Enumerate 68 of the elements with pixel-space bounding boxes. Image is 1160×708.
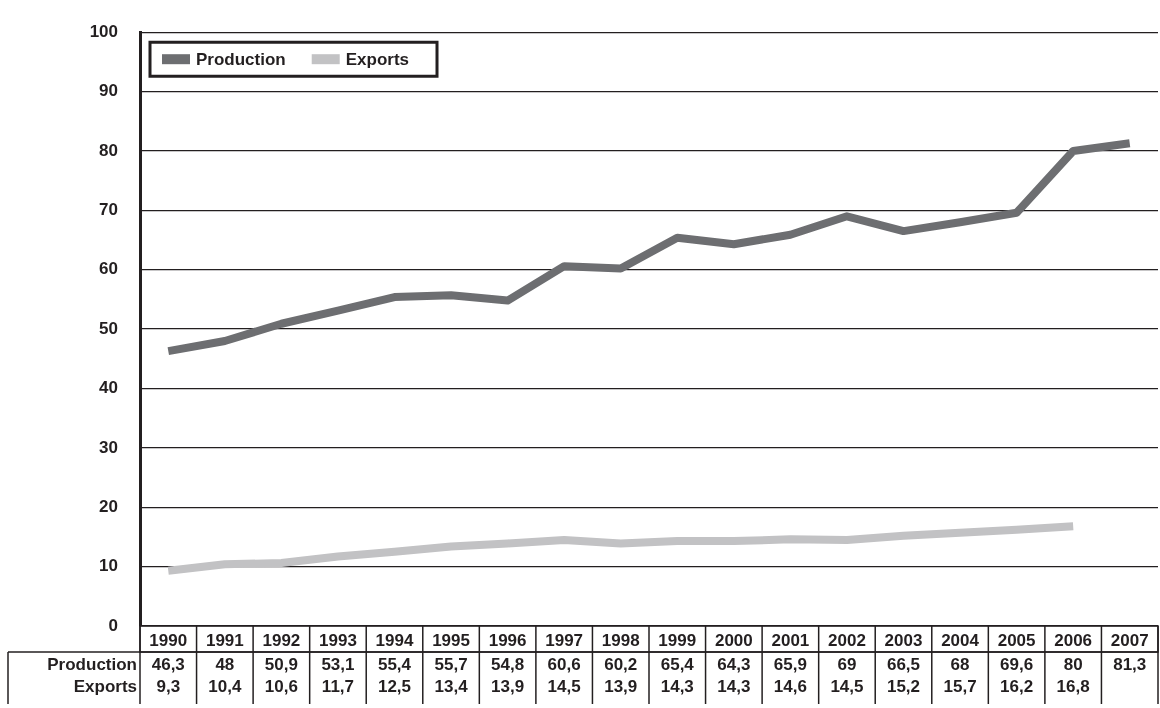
data-label: 10,6 bbox=[264, 676, 298, 696]
legend-label: Production bbox=[196, 49, 286, 69]
data-label: 13,4 bbox=[434, 676, 469, 696]
data-label: 80 bbox=[1063, 654, 1083, 674]
data-label: 53,1 bbox=[321, 654, 355, 674]
data-label: 15,2 bbox=[886, 676, 921, 696]
data-label: 64,3 bbox=[717, 654, 751, 674]
y-tick-label: 70 bbox=[99, 200, 118, 220]
x-tick-label: 1997 bbox=[545, 630, 584, 650]
x-tick-label: 1998 bbox=[601, 630, 640, 650]
data-label: 66,5 bbox=[886, 654, 921, 674]
x-tick-label: 2007 bbox=[1110, 630, 1149, 650]
y-tick-label: 50 bbox=[99, 318, 118, 338]
data-label: 14,5 bbox=[547, 676, 581, 696]
data-label: 46,3 bbox=[151, 654, 185, 674]
legend-label: Exports bbox=[345, 49, 410, 69]
data-label: 9,3 bbox=[156, 676, 181, 696]
y-tick-label: 0 bbox=[108, 615, 118, 635]
y-tick-label: 10 bbox=[99, 556, 118, 576]
data-label: 14,6 bbox=[773, 676, 807, 696]
data-label: 16,2 bbox=[1000, 676, 1034, 696]
data-label: 69 bbox=[837, 654, 857, 674]
x-tick-label: 1993 bbox=[319, 630, 357, 650]
data-label: 48 bbox=[215, 654, 235, 674]
y-tick-label: 80 bbox=[99, 140, 118, 160]
data-label: 81,3 bbox=[1113, 654, 1147, 674]
data-label: 65,4 bbox=[660, 654, 695, 674]
data-label: 14,5 bbox=[830, 676, 864, 696]
y-tick-label: 20 bbox=[99, 496, 118, 516]
data-label: 16,8 bbox=[1056, 676, 1090, 696]
y-tick-label: 30 bbox=[99, 437, 118, 457]
data-label: 69,6 bbox=[1000, 654, 1034, 674]
data-label: 14,3 bbox=[660, 676, 694, 696]
data-label: 55,7 bbox=[434, 654, 468, 674]
y-tick-label: 90 bbox=[99, 81, 118, 101]
y-tick-label: 40 bbox=[99, 378, 118, 398]
x-tick-label: 1991 bbox=[205, 630, 244, 650]
x-tick-label: 1992 bbox=[262, 630, 301, 650]
data-label: 65,9 bbox=[773, 654, 807, 674]
x-tick-label: 2000 bbox=[714, 630, 753, 650]
text: Production bbox=[47, 654, 137, 674]
x-tick-label: 1990 bbox=[149, 630, 188, 650]
data-label: 60,6 bbox=[547, 654, 581, 674]
x-tick-label: 2002 bbox=[828, 630, 866, 650]
y-tick-label: 100 bbox=[89, 21, 118, 41]
data-label: 11,7 bbox=[321, 676, 355, 696]
x-tick-label: 2004 bbox=[941, 630, 980, 650]
data-label: 54,8 bbox=[491, 654, 525, 674]
x-tick-label: 2005 bbox=[997, 630, 1036, 650]
x-tick-label: 2001 bbox=[771, 630, 810, 650]
x-tick-label: 1994 bbox=[375, 630, 414, 650]
x-tick-label: 2006 bbox=[1054, 630, 1093, 650]
data-label: 14,3 bbox=[717, 676, 751, 696]
x-tick-label: 1995 bbox=[432, 630, 470, 650]
data-label: 15,7 bbox=[943, 676, 977, 696]
data-label: 12,5 bbox=[377, 676, 412, 696]
x-tick-label: 2003 bbox=[884, 630, 923, 650]
data-label: 60,2 bbox=[604, 654, 638, 674]
data-label: 13,9 bbox=[604, 676, 638, 696]
data-label: 13,9 bbox=[491, 676, 525, 696]
y-tick-label: 60 bbox=[99, 259, 118, 279]
text: Exports bbox=[73, 676, 137, 696]
data-label: 50,9 bbox=[264, 654, 298, 674]
x-tick-label: 1996 bbox=[488, 630, 527, 650]
x-tick-label: 1999 bbox=[658, 630, 697, 650]
data-label: 68 bbox=[950, 654, 970, 674]
data-label: 55,4 bbox=[377, 654, 412, 674]
data-label: 10,4 bbox=[208, 676, 242, 696]
